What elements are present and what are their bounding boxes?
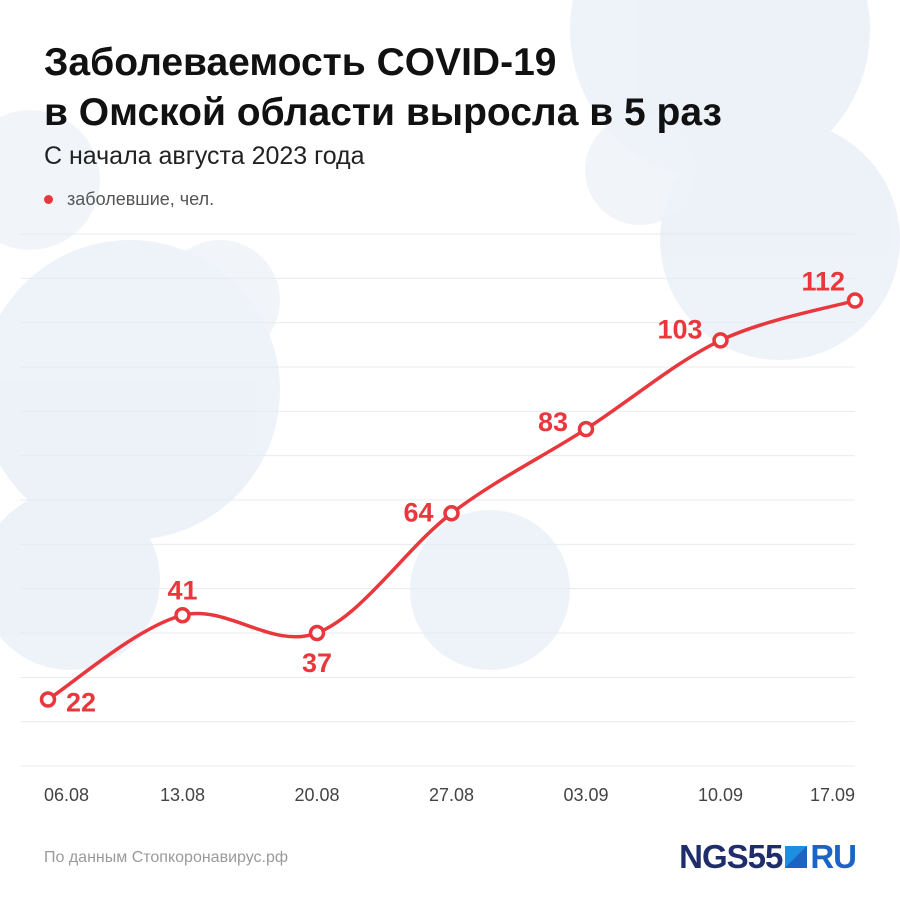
logo-ru-text: RU [810,838,857,875]
legend-label: заболевшие, чел. [67,189,215,209]
data-label: 37 [302,648,332,678]
data-point [443,505,460,522]
data-point [846,292,864,309]
data-label: 41 [167,575,197,605]
chart-subtitle: С начала августа 2023 года [44,142,365,170]
data-point [308,624,326,642]
logo-square-icon [785,846,808,868]
x-tick-label: 17.09 [810,785,855,805]
source-note: По данным Стопкоронавирус.рф [44,849,289,866]
data-label: 22 [66,688,96,718]
x-tick-label: 27.08 [429,785,474,805]
x-tick-label: 06.08 [44,785,89,805]
legend: заболевшие, чел. [44,189,214,210]
data-points [39,292,864,708]
data-label: 83 [538,407,568,437]
data-point [577,420,595,438]
title-line-2: в Омской области выросла в 5 раз [44,91,722,134]
x-axis-labels: 06.08 13.08 20.08 27.08 03.09 10.09 17.09 [44,785,855,805]
data-point [174,607,191,624]
x-tick-label: 20.08 [294,785,339,805]
ngs55-logo: NGS55 RU [679,838,857,876]
chart-title: Заболеваемость COVID-19 в Омской области… [44,38,864,138]
data-point [39,691,57,708]
data-label: 112 [801,267,845,297]
legend-marker [44,195,53,204]
x-tick-label: 13.08 [160,785,205,805]
data-label: 64 [403,497,433,527]
x-tick-label: 10.09 [698,785,743,805]
grid-lines [20,233,855,767]
data-labels: 22 41 37 64 83 103 112 [66,267,845,718]
data-point [712,332,729,349]
x-tick-label: 03.09 [563,785,608,805]
title-line-1: Заболеваемость COVID-19 [44,41,557,84]
logo-ngs-text: NGS55 [679,838,783,875]
data-label: 103 [657,314,702,344]
